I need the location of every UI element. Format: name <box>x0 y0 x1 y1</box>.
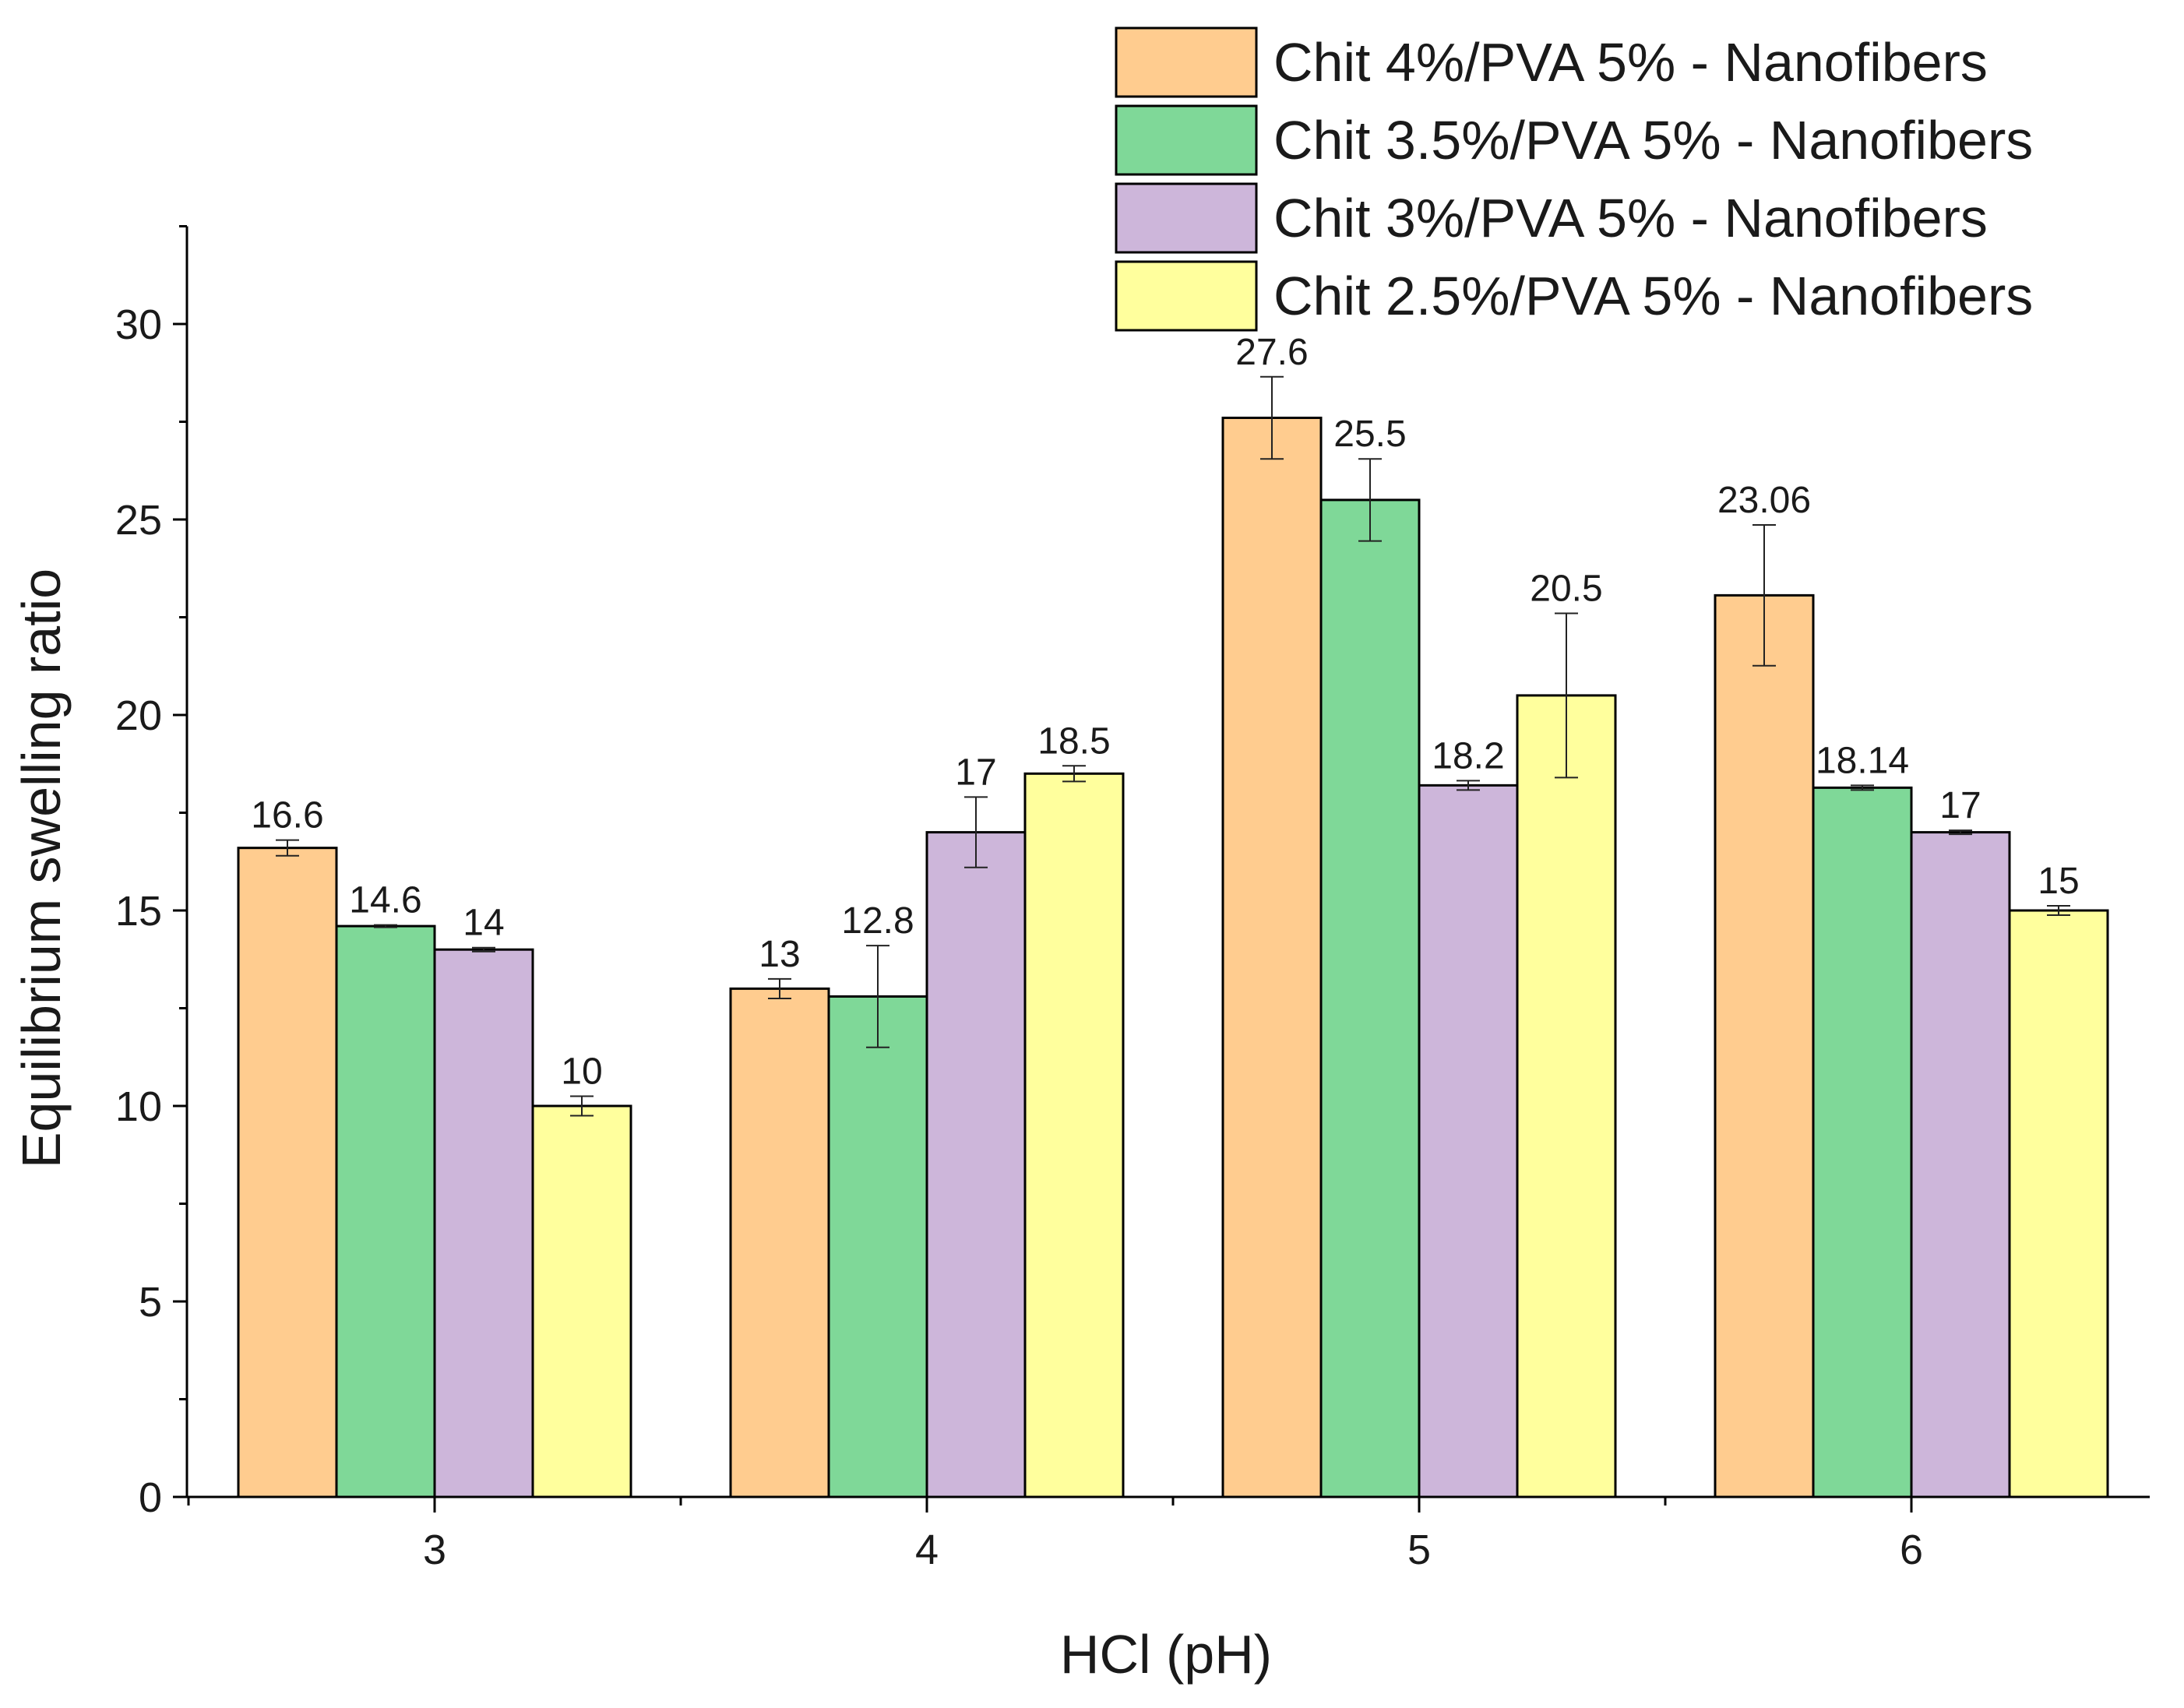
bars-layer <box>237 416 2109 1498</box>
bar <box>1023 772 1125 1498</box>
bar <box>335 924 436 1498</box>
bar <box>1221 416 1323 1498</box>
data-label: 18.2 <box>1432 735 1504 777</box>
legend-swatch <box>1115 26 1258 98</box>
legend-swatch <box>1115 104 1258 176</box>
y-tick-label: 15 <box>115 888 162 935</box>
data-label: 15 <box>2038 861 2079 902</box>
bar <box>1812 786 1913 1498</box>
x-tick-label: 3 <box>423 1527 446 1573</box>
y-tick-label: 10 <box>115 1083 162 1130</box>
data-label: 17 <box>1939 785 1981 826</box>
legend: Chit 4%/PVA 5% - Nanofibers Chit 3.5%/PVA… <box>1115 26 2033 332</box>
y-tick-label: 30 <box>115 301 162 348</box>
y-tick-label: 20 <box>115 692 162 739</box>
legend-label: Chit 2.5%/PVA 5% - Nanofibers <box>1273 266 2033 326</box>
y-tick-label: 0 <box>139 1474 162 1521</box>
axes-layer: 0 5 10 15 20 25 30 3 4 5 6 <box>115 225 2150 1573</box>
data-label: 23.06 <box>1717 480 1811 521</box>
x-tick-label: 5 <box>1407 1527 1431 1573</box>
x-tick-label: 4 <box>915 1527 939 1573</box>
bar <box>531 1104 632 1498</box>
data-labels-layer: 16.6 13 27.6 23.06 14.6 12.8 25.5 18.14 14 17 18.2… <box>251 332 2079 1093</box>
bar <box>1910 831 2011 1498</box>
bar <box>2008 909 2109 1498</box>
legend-swatch <box>1115 260 1258 332</box>
x-tick-label: 6 <box>1900 1527 1923 1573</box>
data-label: 10 <box>561 1051 602 1092</box>
error-bars-layer <box>276 375 2070 1117</box>
y-tick-label: 25 <box>115 497 162 544</box>
legend-swatch <box>1115 182 1258 254</box>
data-label: 25.5 <box>1333 414 1406 455</box>
data-label: 16.6 <box>251 795 323 836</box>
bar <box>827 995 928 1498</box>
legend-label: Chit 4%/PVA 5% - Nanofibers <box>1273 32 1988 93</box>
data-label: 12.8 <box>841 900 914 942</box>
data-label: 20.5 <box>1530 568 1602 609</box>
bar <box>1516 694 1617 1498</box>
data-label: 18.14 <box>1816 740 1909 781</box>
bar <box>925 831 1027 1498</box>
legend-label: Chit 3%/PVA 5% - Nanofibers <box>1273 188 1988 248</box>
bar <box>729 987 830 1498</box>
x-axis-title: HCl (pH) <box>1060 1624 1272 1685</box>
data-label: 27.6 <box>1235 332 1308 373</box>
bar <box>1714 593 1815 1498</box>
data-label: 13 <box>759 934 800 975</box>
data-label: 18.5 <box>1037 720 1110 762</box>
legend-label: Chit 3.5%/PVA 5% - Nanofibers <box>1273 110 2033 171</box>
y-tick-label: 5 <box>139 1279 162 1326</box>
bar <box>237 847 338 1498</box>
bar <box>1418 784 1519 1498</box>
data-label: 14.6 <box>349 880 421 921</box>
bar <box>433 948 534 1498</box>
y-axis-title: Equilibrium swelling ratio <box>11 569 72 1168</box>
data-label: 14 <box>463 903 504 944</box>
bar <box>1319 498 1421 1498</box>
data-label: 17 <box>955 752 996 793</box>
